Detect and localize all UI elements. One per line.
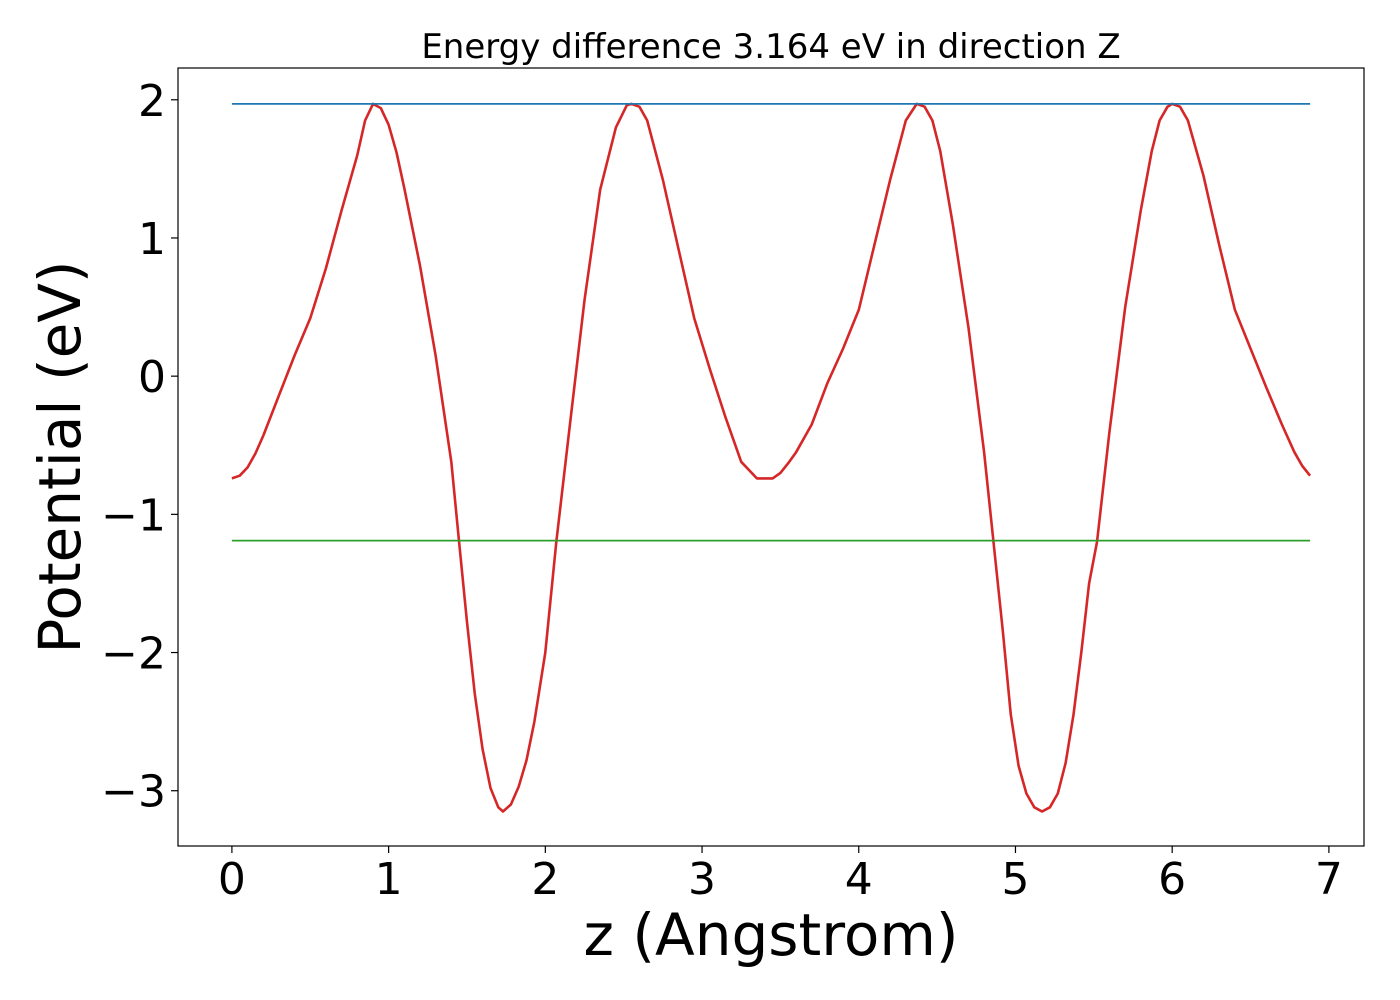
y-tick-label: 1 bbox=[138, 214, 166, 265]
y-tick-label: −1 bbox=[101, 490, 166, 541]
plot-frame bbox=[177, 67, 1365, 847]
plot-lines bbox=[231, 102, 1312, 813]
y-tick-label: 2 bbox=[138, 76, 166, 127]
x-tick-label: 4 bbox=[845, 854, 873, 905]
y-axis: −3 −2 −1 0 1 2 bbox=[101, 76, 178, 818]
x-tick-label: 7 bbox=[1315, 854, 1343, 905]
x-axis-label: z (Angstrom) bbox=[584, 901, 959, 969]
y-tick-label: −2 bbox=[101, 629, 166, 680]
chart-title: Energy difference 3.164 eV in direction … bbox=[421, 27, 1120, 67]
y-tick-label: 0 bbox=[138, 352, 166, 403]
y-tick-label: −3 bbox=[101, 767, 166, 818]
x-tick-label: 5 bbox=[1001, 854, 1029, 905]
x-tick-label: 1 bbox=[375, 854, 403, 905]
x-tick-label: 0 bbox=[218, 854, 246, 905]
x-tick-label: 6 bbox=[1158, 854, 1186, 905]
x-tick-label: 3 bbox=[688, 854, 716, 905]
x-tick-label: 2 bbox=[531, 854, 559, 905]
y-axis-label: Potential (eV) bbox=[26, 260, 94, 653]
x-axis: 0 1 2 3 4 5 6 7 bbox=[218, 846, 1343, 905]
series-line-0 bbox=[231, 102, 1312, 813]
